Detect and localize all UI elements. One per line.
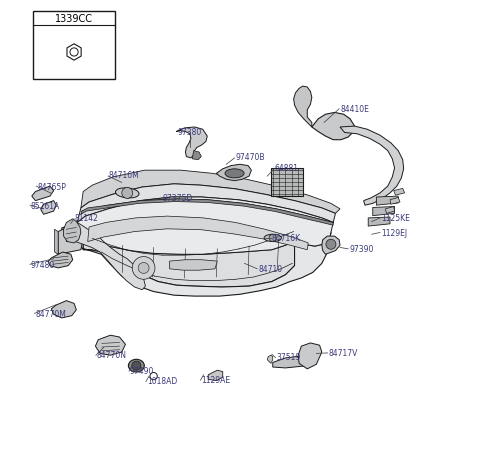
Polygon shape <box>62 223 331 297</box>
Text: 84410E: 84410E <box>340 105 369 114</box>
Text: 64881: 64881 <box>274 164 298 173</box>
Text: 1018AD: 1018AD <box>147 376 177 385</box>
Text: 84770N: 84770N <box>97 350 127 359</box>
Ellipse shape <box>128 359 144 372</box>
Polygon shape <box>294 87 312 128</box>
Polygon shape <box>176 128 207 158</box>
Polygon shape <box>368 217 390 227</box>
Polygon shape <box>312 113 355 141</box>
Polygon shape <box>376 197 398 206</box>
Ellipse shape <box>264 235 281 242</box>
Polygon shape <box>64 219 81 243</box>
Polygon shape <box>81 199 333 226</box>
Polygon shape <box>273 355 316 368</box>
Polygon shape <box>340 127 404 206</box>
Polygon shape <box>192 152 201 160</box>
Circle shape <box>70 49 78 57</box>
Text: 97480: 97480 <box>31 260 55 269</box>
Polygon shape <box>390 198 400 205</box>
Polygon shape <box>41 201 56 215</box>
Polygon shape <box>322 237 340 255</box>
Text: 97390: 97390 <box>349 245 373 254</box>
Circle shape <box>132 257 155 280</box>
Polygon shape <box>216 165 252 181</box>
Circle shape <box>150 373 157 380</box>
Polygon shape <box>67 45 81 61</box>
Polygon shape <box>298 343 322 369</box>
Text: 97380: 97380 <box>178 128 202 137</box>
Polygon shape <box>77 184 336 223</box>
Circle shape <box>138 263 149 274</box>
Polygon shape <box>83 239 295 288</box>
Text: 1129EJ: 1129EJ <box>381 228 407 238</box>
Text: 37519: 37519 <box>276 352 300 361</box>
Polygon shape <box>33 12 115 80</box>
Text: 97490: 97490 <box>130 366 155 375</box>
Circle shape <box>132 361 141 370</box>
Text: 85261A: 85261A <box>31 201 60 210</box>
Polygon shape <box>88 217 308 250</box>
Text: 84710: 84710 <box>258 265 282 274</box>
Circle shape <box>122 188 132 199</box>
Text: 81142: 81142 <box>74 214 98 223</box>
Polygon shape <box>385 207 395 214</box>
Ellipse shape <box>225 169 244 178</box>
Text: 84765P: 84765P <box>38 182 67 191</box>
Polygon shape <box>58 223 83 255</box>
Text: 1339CC: 1339CC <box>55 14 93 24</box>
Ellipse shape <box>326 240 336 250</box>
Text: 84716M: 84716M <box>108 171 139 180</box>
Text: 97470B: 97470B <box>236 153 265 162</box>
Text: 84770M: 84770M <box>36 309 66 318</box>
Polygon shape <box>267 355 273 364</box>
Polygon shape <box>96 335 125 355</box>
Polygon shape <box>271 168 303 197</box>
Text: 84716K: 84716K <box>272 234 301 243</box>
Polygon shape <box>32 187 54 201</box>
Polygon shape <box>48 253 72 268</box>
Polygon shape <box>81 171 340 214</box>
Polygon shape <box>373 207 395 216</box>
Text: 1125KE: 1125KE <box>381 214 410 223</box>
Polygon shape <box>51 301 76 318</box>
Ellipse shape <box>116 188 139 198</box>
Text: 1129AE: 1129AE <box>201 375 230 384</box>
Polygon shape <box>76 197 333 255</box>
Polygon shape <box>208 370 223 381</box>
Circle shape <box>269 235 276 242</box>
Polygon shape <box>55 230 58 255</box>
Polygon shape <box>66 223 145 290</box>
Polygon shape <box>169 260 217 271</box>
Text: 97375D: 97375D <box>163 193 193 202</box>
Text: 84717V: 84717V <box>329 348 358 357</box>
Polygon shape <box>394 189 405 196</box>
